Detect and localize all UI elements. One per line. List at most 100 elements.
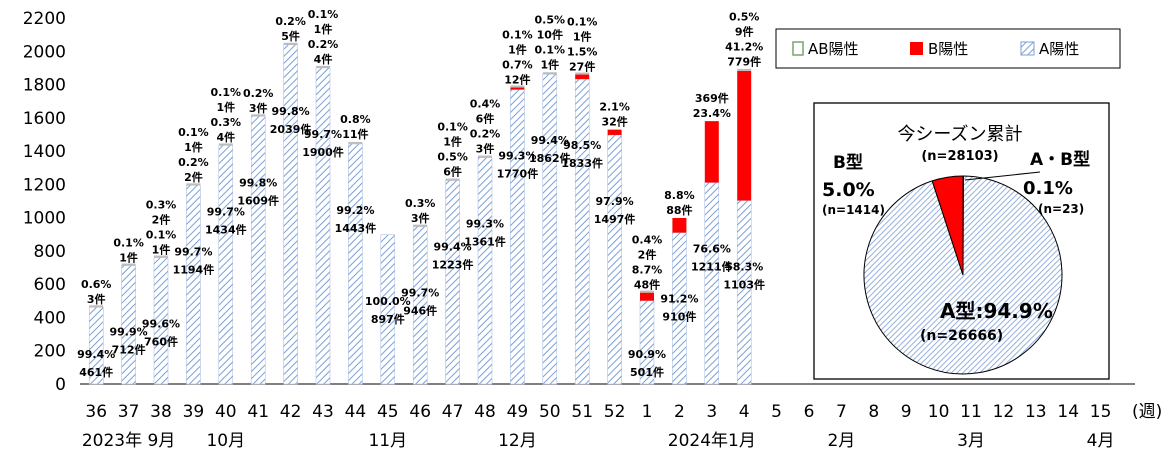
bar-top-label: 779件 [727, 54, 761, 68]
month-label: 2024年1月 [668, 431, 756, 451]
bar-top-label: 0.7% [502, 58, 533, 71]
bar-top-label: 27件 [569, 59, 595, 73]
y-tick-label: 2200 [23, 9, 66, 29]
bar-b-positive [640, 292, 654, 301]
y-tick-label: 0 [55, 375, 66, 395]
bar-top-label: 2.1% [599, 101, 630, 114]
x-tick-label: 43 [312, 402, 334, 422]
bar-ab-positive [121, 263, 136, 266]
bar-a-count-label: 910件 [662, 310, 696, 324]
bar-a-count-label: 1833件 [561, 156, 603, 170]
bar-a-count-label: 712件 [112, 343, 146, 357]
bar-a-percent-label: 99.8% [272, 105, 310, 118]
bar-top-label: 0.1% [178, 126, 209, 139]
bar-a-positive [510, 89, 525, 385]
bar-top-label: 0.3% [405, 197, 436, 210]
bar-a-percent-label: 99.2% [336, 204, 374, 217]
pie-label-ab-count: (n=23) [1038, 202, 1084, 216]
legend-label-ab: AB陽性 [808, 40, 859, 58]
bar-ab-positive [251, 114, 266, 117]
x-tick-label: 3 [706, 402, 717, 422]
bar-top-label: 1件 [508, 42, 527, 56]
bar-a-positive [250, 116, 266, 385]
legend-label-a: A陽性 [1039, 40, 1079, 58]
bar-a-percent-label: 90.9% [628, 348, 666, 361]
bar-a-positive [736, 200, 752, 385]
bar-top-label: 369件 [695, 91, 729, 105]
bar-a-count-label: 1103件 [723, 278, 765, 292]
bar-top-label: 0.6% [81, 278, 112, 291]
bar-ab-positive [316, 65, 330, 68]
x-axis-week-labels: 36 37 38 39 40 41 42 43 44 45 46 47 48 49 50 51 52 1 2 3 4 5 6… [85, 402, 1111, 422]
x-tick-label: 15 [1090, 402, 1112, 422]
y-tick-label: 200 [34, 342, 66, 362]
bar-ab-positive [218, 143, 233, 146]
bar-top-label: 6件 [443, 165, 462, 179]
bar-ab-positive [640, 290, 654, 293]
bar-b-positive [607, 129, 622, 135]
bar-top-label: 4件 [216, 130, 235, 144]
bar-top-label: 10件 [537, 28, 563, 42]
inset-pie-title: 今シーズン累計 [897, 124, 1022, 145]
bar-top-label: 2件 [184, 170, 203, 184]
legend: AB陽性 B陽性 A陽性 [775, 28, 1121, 69]
bar-top-label: 0.3% [146, 198, 177, 211]
bar-a-percent-label: 99.7% [401, 287, 439, 300]
bar-top-label: 1件 [216, 100, 235, 114]
bar-top-label: 3件 [476, 142, 495, 156]
bar-ab-positive [737, 68, 752, 71]
bar-b-positive [575, 74, 590, 80]
bar-top-label: 9件 [735, 24, 754, 38]
bar-a-percent-label: 100.0% [365, 295, 411, 308]
month-label: 12月 [498, 431, 537, 451]
bar-top-label: 0.2% [275, 15, 306, 28]
bar-top-label: 3件 [411, 211, 430, 225]
bar-top-label: 0.2% [470, 128, 501, 141]
bar-a-positive [639, 300, 655, 385]
bar-top-label: 0.1% [437, 121, 468, 134]
x-tick-label: 40 [215, 402, 237, 422]
pie-leader-ab [964, 171, 1041, 181]
bar-a-count-label: 1211件 [691, 260, 733, 274]
pie-label-ab-name: A・B型 [1030, 149, 1090, 170]
month-label: 10月 [206, 431, 245, 451]
bar-a-positive [607, 134, 622, 385]
legend-swatch-b [910, 42, 923, 55]
bar-top-label: 3件 [87, 292, 106, 306]
bar-ab-positive [575, 72, 590, 75]
bar-a-percent-label: 91.2% [660, 293, 698, 306]
bar-a-positive [218, 145, 234, 385]
x-tick-label: 39 [183, 402, 205, 422]
x-tick-label: 48 [474, 402, 496, 422]
bar-top-label: 0.1% [146, 228, 177, 241]
month-label: 2月 [827, 431, 855, 451]
y-tick-label: 1800 [23, 76, 66, 96]
x-tick-label: 49 [507, 402, 529, 422]
bar-a-percent-label: 99.4% [531, 134, 569, 147]
x-tick-label: 2 [674, 402, 685, 422]
bar-a-count-label: 1497件 [594, 212, 636, 226]
month-label: 4月 [1087, 431, 1115, 451]
bar-top-label: 1件 [184, 140, 203, 154]
bar-top-label: 0.2% [308, 38, 339, 51]
bar-a-count-label: 461件 [79, 365, 113, 379]
bar-top-label: 32件 [601, 115, 627, 129]
x-tick-label: 45 [377, 402, 399, 422]
bar-a-positive [283, 44, 298, 385]
pie-label-a-name: A型:94.9% [940, 299, 1053, 323]
x-tick-label: 42 [280, 402, 302, 422]
bar-data-labels: 3件0.6%99.4%461件1件0.1%99.9%712件1件0.1%2件0.… [77, 8, 765, 379]
bar-a-count-label: 1434件 [205, 222, 247, 236]
pie-label-b-count: (n=1414) [822, 203, 885, 217]
y-tick-label: 1400 [23, 142, 66, 162]
bar-a-count-label: 760件 [144, 335, 178, 349]
x-tick-label: 6 [804, 402, 815, 422]
bar-top-label: 6件 [476, 112, 495, 126]
inset-pie-chart: 今シーズン累計 (n=28103) B型 5.0% (n=1414) A・B型 … [813, 102, 1110, 380]
pie-slice-b [931, 175, 964, 276]
y-tick-label: 1200 [23, 175, 66, 195]
x-tick-label: 13 [1025, 402, 1047, 422]
pie-slices [863, 175, 1063, 375]
bar-top-label: 0.1% [535, 44, 566, 57]
